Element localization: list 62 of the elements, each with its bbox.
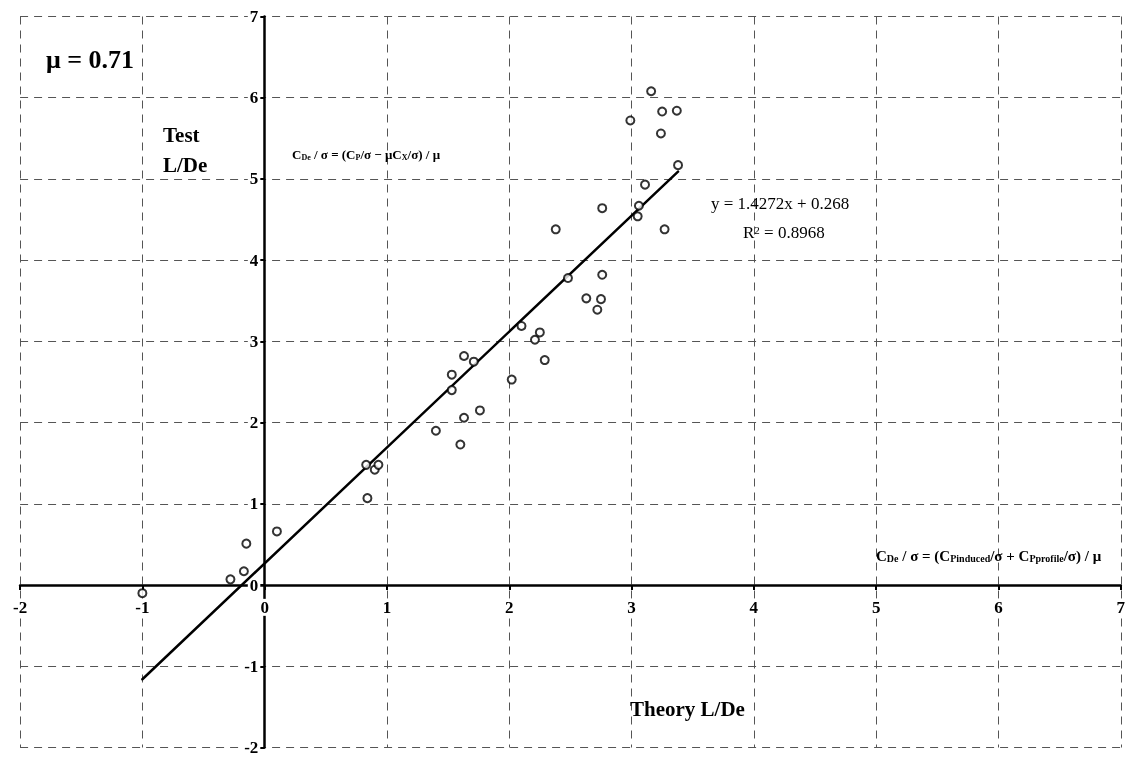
point bbox=[592, 304, 603, 315]
point bbox=[225, 574, 236, 585]
point bbox=[597, 203, 608, 214]
y-tick-label: 1 bbox=[249, 494, 259, 514]
point bbox=[241, 538, 252, 549]
x-tick-label: 2 bbox=[505, 597, 514, 617]
annotation: CDe / σ = (CP/σ − μCX/σ) / μ bbox=[292, 147, 441, 162]
x-tick-label: -2 bbox=[12, 597, 28, 617]
point bbox=[459, 351, 470, 362]
point bbox=[657, 106, 668, 117]
point bbox=[474, 405, 485, 416]
point bbox=[373, 459, 384, 470]
point bbox=[550, 224, 561, 235]
y-axis-title: Test L/De bbox=[163, 123, 208, 177]
y-tick-label: 7 bbox=[249, 7, 259, 26]
point bbox=[468, 356, 479, 367]
point bbox=[539, 355, 550, 366]
point bbox=[640, 179, 651, 190]
x-tick-label: 3 bbox=[627, 597, 636, 617]
point bbox=[361, 459, 372, 470]
point bbox=[430, 425, 441, 436]
annotation: μ = 0.71 bbox=[46, 44, 135, 74]
point bbox=[632, 211, 643, 222]
point bbox=[597, 269, 608, 280]
point bbox=[455, 439, 466, 450]
x-tick-label: 6 bbox=[994, 597, 1003, 617]
point bbox=[562, 273, 573, 284]
point bbox=[673, 160, 684, 171]
y-tick-label: 4 bbox=[249, 250, 259, 270]
point bbox=[596, 294, 606, 305]
point bbox=[671, 105, 682, 116]
point bbox=[625, 115, 636, 126]
point bbox=[362, 493, 373, 504]
point bbox=[659, 224, 670, 235]
point bbox=[271, 526, 282, 537]
x-tick-label: 4 bbox=[749, 597, 759, 617]
annotation: y = 1.4272x + 0.268 bbox=[711, 194, 850, 213]
y-tick-label: 3 bbox=[249, 331, 259, 351]
x-tick-label: 1 bbox=[382, 597, 392, 617]
x-tick-label: -1 bbox=[135, 597, 150, 617]
x-tick-label: 5 bbox=[871, 597, 881, 617]
point bbox=[655, 128, 666, 139]
point bbox=[646, 86, 657, 97]
point bbox=[446, 385, 457, 396]
point bbox=[534, 327, 545, 338]
point bbox=[516, 320, 527, 331]
y-tick-label: 5 bbox=[249, 169, 259, 189]
y-tick-label: 6 bbox=[249, 88, 259, 108]
y-tick-label: -1 bbox=[244, 656, 259, 676]
x-tick-label: 7 bbox=[1116, 597, 1126, 617]
x-axis-title: Theory L/De bbox=[630, 696, 745, 721]
y-tick-label: 2 bbox=[249, 413, 259, 433]
y-tick-label: 0 bbox=[249, 575, 259, 595]
point bbox=[238, 566, 249, 577]
point bbox=[446, 369, 457, 380]
point bbox=[581, 293, 592, 304]
point bbox=[137, 588, 148, 599]
y-tick-label: -2 bbox=[244, 738, 259, 757]
point bbox=[529, 334, 540, 345]
point bbox=[506, 374, 517, 385]
point bbox=[633, 200, 644, 211]
point bbox=[459, 412, 470, 423]
